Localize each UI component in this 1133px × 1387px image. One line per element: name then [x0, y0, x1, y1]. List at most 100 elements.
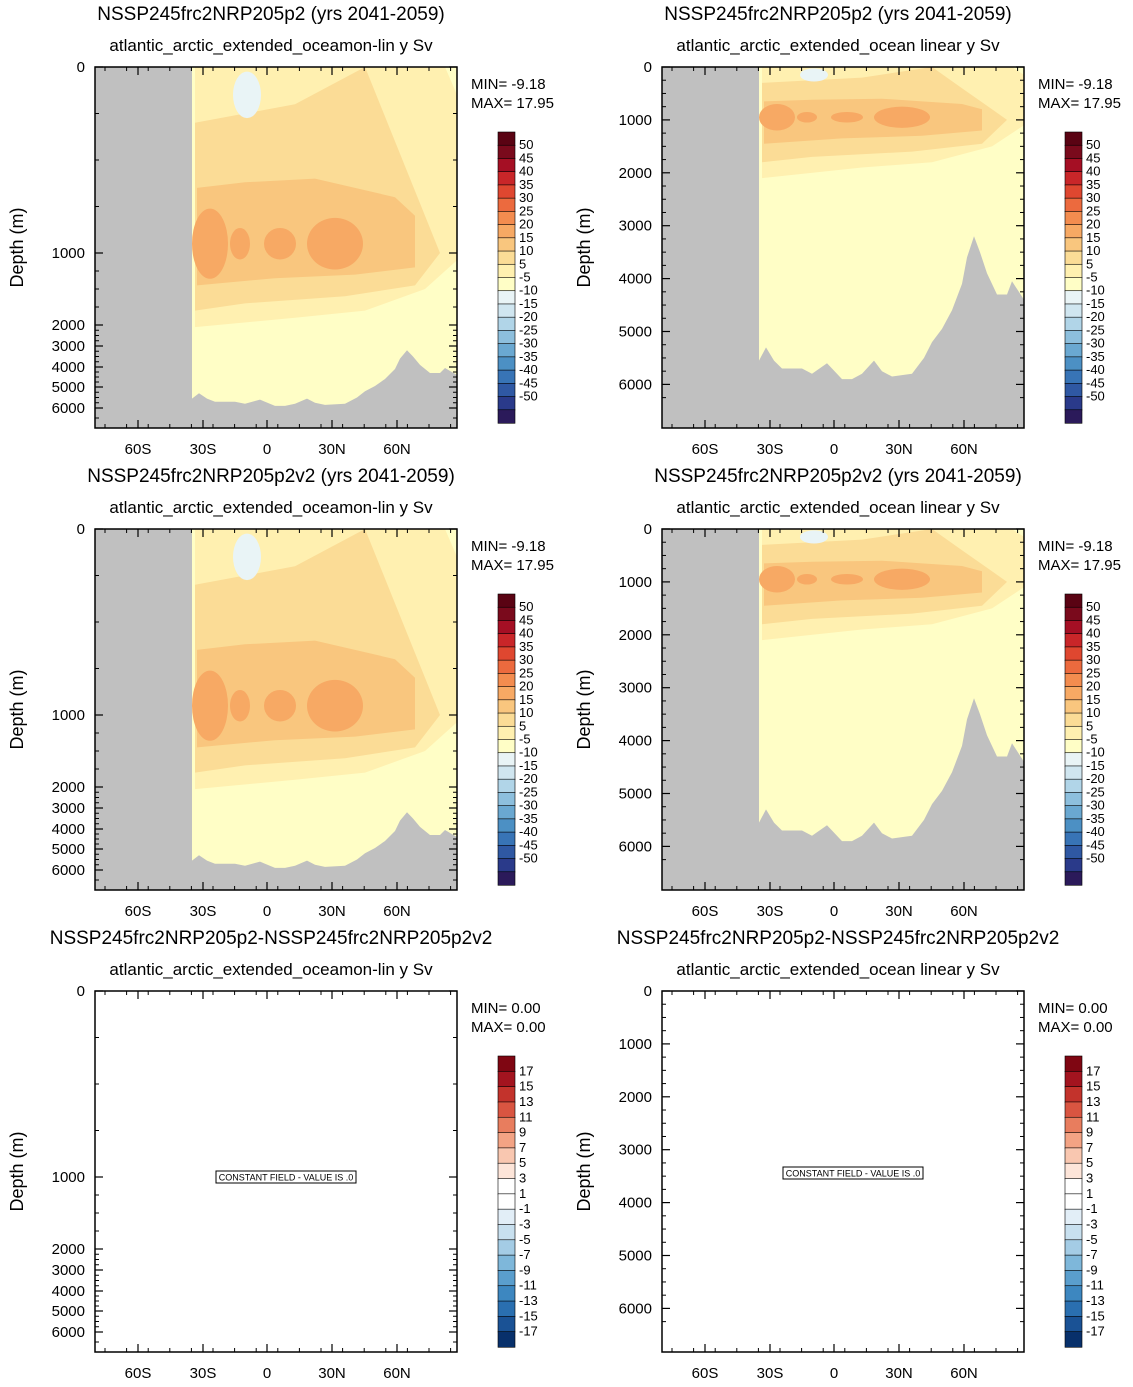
colorbar-swatch [1064, 699, 1083, 714]
y-tick-label: 1000 [52, 245, 85, 262]
x-tick-label: 60N [950, 1365, 978, 1382]
panel-subtitle: atlantic_arctic_extended_ocean linear y … [676, 36, 1000, 55]
colorbar-swatch [1064, 1300, 1083, 1317]
panel-svg: NSSP245frc2NRP205p2 (yrs 2041-2059) atlan… [574, 4, 1121, 458]
colorbar-swatch [497, 818, 516, 833]
colorbar-label: 11 [1086, 1109, 1100, 1124]
colorbar-label: -30 [519, 798, 538, 813]
colorbar-swatch [1064, 184, 1083, 199]
colorbar-swatch [1064, 211, 1083, 226]
colorbar-swatch [1064, 1132, 1083, 1149]
colorbar-swatch [497, 1101, 516, 1118]
colorbar-swatch [497, 633, 516, 648]
colorbar-label: 50 [519, 599, 533, 614]
colorbar-label: -5 [519, 270, 531, 285]
colorbar-label: 10 [519, 705, 533, 720]
x-tick-label: 0 [263, 903, 271, 920]
panel-title: NSSP245frc2NRP205p2-NSSP245frc2NRP205p2v… [50, 928, 493, 949]
colorbar-label: -50 [519, 389, 538, 404]
plot-area: CONSTANT FIELD - VALUE IS .0 0 1000 2000 300… [574, 983, 1113, 1382]
colorbar-swatch [1064, 1208, 1083, 1226]
min-label: MIN= 0.00 [1038, 1000, 1108, 1017]
colorbar-swatch [1064, 858, 1083, 873]
colorbar-label: -20 [1086, 771, 1105, 786]
colorbar-swatch [1064, 752, 1083, 767]
colorbar-label: -11 [1086, 1278, 1104, 1293]
panel-title: NSSP245frc2NRP205p2 (yrs 2041-2059) [97, 4, 444, 25]
colorbar-label: 20 [1086, 679, 1100, 694]
colorbar-swatch [1064, 633, 1083, 648]
colorbar-swatch [497, 277, 516, 292]
y-tick-label: 5000 [619, 786, 652, 803]
y-tick-label: 3000 [52, 1262, 85, 1279]
x-tick-label: 30S [757, 903, 784, 920]
colorbar-label: -5 [1086, 270, 1098, 285]
colorbar-label: 10 [519, 243, 533, 258]
contour-negative [233, 533, 261, 581]
colorbar-label: -15 [1086, 758, 1105, 773]
colorbar-label: -30 [1086, 798, 1105, 813]
max-label: MAX= 17.95 [471, 557, 554, 574]
colorbar-swatch [1064, 144, 1083, 160]
land-west [662, 67, 759, 428]
colorbar-swatch [497, 1208, 516, 1226]
amoc-field [662, 529, 1024, 890]
x-tick-label: 30S [190, 1365, 217, 1382]
colorbar-label: -15 [1086, 296, 1105, 311]
y-axis-label: Depth (m) [574, 1131, 594, 1211]
colorbar-swatch [1064, 383, 1083, 398]
contour-negative [233, 71, 261, 119]
colorbar-label: -25 [519, 322, 538, 337]
panel-title: NSSP245frc2NRP205p2 (yrs 2041-2059) [664, 4, 1011, 25]
contour-20-cell [307, 217, 363, 270]
colorbar-swatch [1064, 343, 1083, 358]
x-tick-label: 0 [830, 441, 838, 458]
colorbar-swatch [1064, 237, 1083, 252]
plot-frame [661, 528, 1025, 891]
colorbar-label: 50 [1086, 599, 1100, 614]
colorbar-label: 3 [1086, 1171, 1093, 1186]
colorbar-label: -10 [519, 283, 538, 298]
colorbar-swatch [1064, 593, 1083, 608]
x-tick-label: 60N [950, 903, 978, 920]
colorbar-label: 15 [1086, 692, 1100, 707]
y-tick-label: 1000 [619, 574, 652, 591]
colorbar-label: -20 [519, 771, 538, 786]
colorbar-swatch [497, 1285, 516, 1302]
min-label: MIN= -9.18 [471, 538, 546, 555]
colorbar-swatch [497, 1224, 516, 1241]
colorbar-swatch [1064, 792, 1083, 807]
colorbar-label: -20 [1086, 309, 1105, 324]
colorbar-label: 45 [519, 150, 533, 165]
contour-20-cell [192, 208, 228, 279]
colorbar-swatch [497, 1300, 516, 1317]
max-label: MAX= 17.95 [1038, 95, 1121, 112]
constant-field-box: CONSTANT FIELD - VALUE IS .0 [782, 1166, 924, 1180]
y-tick-label: 4000 [52, 359, 85, 376]
colorbar-label: -35 [1086, 811, 1105, 826]
y-tick-label: 6000 [619, 838, 652, 855]
panel-subtitle: atlantic_arctic_extended_oceamon-lin y S… [109, 960, 433, 979]
colorbar-label: 10 [1086, 705, 1100, 720]
panel-title: NSSP245frc2NRP205p2-NSSP245frc2NRP205p2v… [617, 928, 1060, 949]
y-axis-label: Depth (m) [574, 669, 594, 749]
colorbar-label: 30 [1086, 190, 1100, 205]
x-tick-label: 60N [383, 1365, 411, 1382]
y-tick-label: 4000 [619, 271, 652, 288]
colorbar-label: -15 [1086, 1308, 1105, 1323]
colorbar-swatch [1064, 171, 1083, 186]
colorbar-swatch [1064, 1055, 1083, 1072]
colorbar-label: 25 [1086, 665, 1100, 680]
colorbar-swatch [497, 712, 516, 727]
plot-frame [661, 66, 1025, 429]
colorbar-swatch [1064, 1270, 1083, 1287]
contour-20-cell [307, 679, 363, 732]
colorbar-label: -45 [1086, 375, 1105, 390]
colorbar-swatch [1064, 1331, 1083, 1348]
x-tick-label: 30N [885, 441, 913, 458]
colorbar-swatch [497, 699, 516, 714]
colorbar-swatch [497, 871, 516, 886]
colorbar-label: -20 [519, 309, 538, 324]
colorbar-swatch [497, 1239, 516, 1256]
colorbar-swatch [1064, 725, 1083, 741]
